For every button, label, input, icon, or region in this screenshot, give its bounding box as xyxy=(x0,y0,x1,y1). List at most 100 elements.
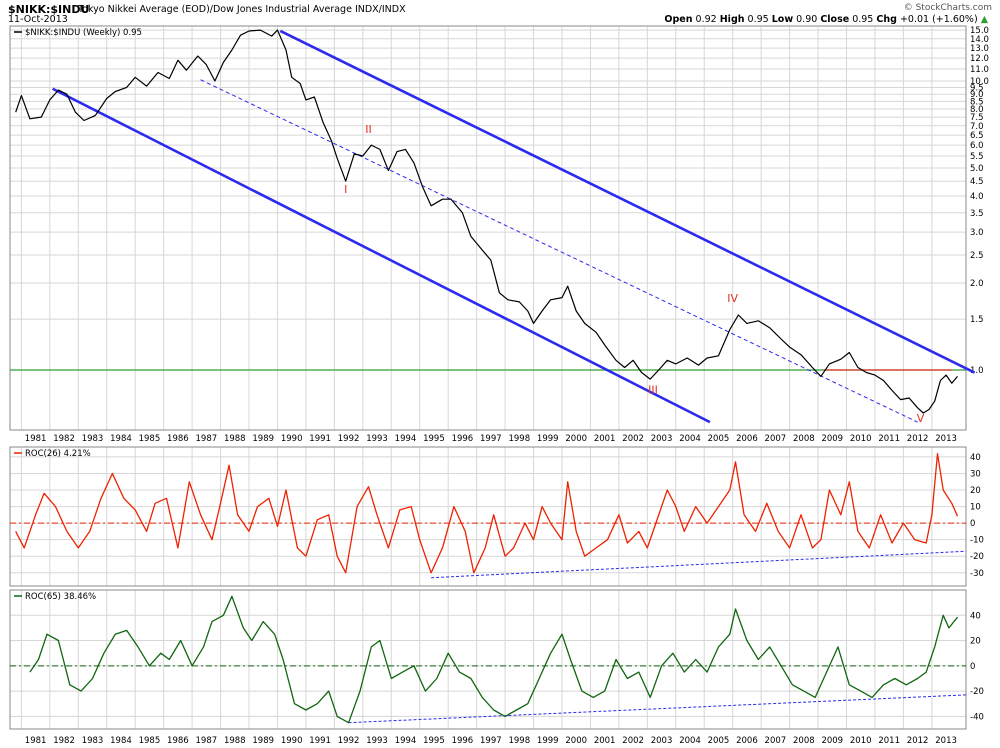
x-tick-label: 1987 xyxy=(196,736,218,746)
x-tick-label: 2004 xyxy=(679,736,701,746)
channel-line xyxy=(52,87,711,424)
x-tick-label: 1998 xyxy=(508,736,530,746)
x-tick-label: 1996 xyxy=(452,736,474,746)
y-tick-label: 2.0 xyxy=(970,279,984,289)
x-tick-label: 2010 xyxy=(850,434,872,444)
x-tick-label: 1983 xyxy=(82,736,104,746)
y-tick-label: 6.0 xyxy=(970,141,984,151)
x-axis-top: 1981 1982 1983 1984 1985 1986 1987 1988 1989 1990… xyxy=(25,434,957,444)
x-tick-label: 2005 xyxy=(708,736,730,746)
x-tick-label: 1993 xyxy=(366,736,388,746)
x-tick-label: 1989 xyxy=(252,434,274,444)
y-tick-label: 9.5 xyxy=(970,83,984,93)
y-tick-label: 8.0 xyxy=(970,105,984,115)
x-tick-label: 2009 xyxy=(821,736,843,746)
y-tick-label: 2.5 xyxy=(970,251,984,261)
y-tick-label: -10 xyxy=(970,536,984,546)
x-tick-label: 2003 xyxy=(651,736,673,746)
grid-panel-2 xyxy=(10,447,966,586)
x-tick-label: 1999 xyxy=(537,434,559,444)
y-tick-label: 9.0 xyxy=(970,90,984,100)
x-tick-label: 1993 xyxy=(366,434,388,444)
x-tick-label: 2001 xyxy=(594,434,616,444)
x-tick-label: 1994 xyxy=(395,434,417,444)
wave-label: I xyxy=(344,183,347,196)
x-tick-label: 2003 xyxy=(651,434,673,444)
y-tick-label: -20 xyxy=(970,552,984,562)
panel-1: 15.014.013.012.011.0 10.09.59.08.58.07.57… xyxy=(9,25,989,431)
y-tick-label: 3.0 xyxy=(970,228,984,238)
up-arrow-icon: ▲ xyxy=(980,14,988,25)
x-tick-label: 1990 xyxy=(281,736,303,746)
x-tick-label: 2011 xyxy=(878,434,900,444)
chg-value: +0.01 (+1.60%) xyxy=(899,14,978,25)
x-tick-label: 1988 xyxy=(224,736,246,746)
x-tick-label: 2000 xyxy=(565,434,587,444)
legend-label: ROC(26) 4.21% xyxy=(25,449,91,459)
y-tick-label: 10.0 xyxy=(970,77,989,87)
channel-line xyxy=(279,29,976,374)
series-line xyxy=(15,452,959,574)
y-tick-label: 10 xyxy=(970,503,981,513)
channel-midline xyxy=(200,79,918,423)
legend-label: $NIKK:$INDU (Weekly) 0.95 xyxy=(25,28,142,38)
x-axis-bottom: 1981 1982 1983 1984 1985 1986 1987 1988 1989 1990… xyxy=(25,736,957,746)
x-tick-label: 1982 xyxy=(53,736,75,746)
grid-panel-3 xyxy=(10,590,966,729)
y-tick-label: 6.5 xyxy=(970,131,984,141)
panel-3: 40 20 0 -20 -40 ROC(65) 38.46% xyxy=(9,589,984,730)
y-tick-label: 3.5 xyxy=(970,209,984,219)
x-tick-label: 2005 xyxy=(708,434,730,444)
panel-2: 40 30 20 10 0 -10 -20 -30 ROC(26) 4.21% xyxy=(9,446,984,587)
grid-panel-1 xyxy=(10,26,966,430)
trendline xyxy=(348,694,967,724)
x-tick-label: 1991 xyxy=(309,434,331,444)
y-tick-label: 1.5 xyxy=(970,315,984,325)
x-tick-label: 1981 xyxy=(25,736,47,746)
x-tick-label: 1992 xyxy=(338,434,360,444)
close-label: Close xyxy=(820,14,850,25)
x-tick-label: 1989 xyxy=(252,736,274,746)
panel-frame xyxy=(9,25,967,431)
y-tick-label: 0 xyxy=(970,662,975,672)
x-tick-label: 1997 xyxy=(480,736,502,746)
x-tick-label: 1983 xyxy=(82,434,104,444)
x-tick-label: 2007 xyxy=(765,736,787,746)
x-tick-label: 2010 xyxy=(850,736,872,746)
legend-label: ROC(65) 38.46% xyxy=(25,592,96,602)
y-tick-label: 14.0 xyxy=(970,35,989,45)
series-line xyxy=(15,29,958,414)
x-tick-label: 1995 xyxy=(423,434,445,444)
series-line xyxy=(29,595,959,724)
wave-label: IV xyxy=(727,292,738,305)
x-tick-label: 1987 xyxy=(196,434,218,444)
high-label: High xyxy=(719,14,745,25)
y-tick-label: 20 xyxy=(970,486,981,496)
x-tick-label: 1981 xyxy=(25,434,47,444)
x-tick-label: 1984 xyxy=(110,736,132,746)
y-tick-label: 40 xyxy=(970,453,981,463)
y-tick-label: -30 xyxy=(970,569,984,579)
open-value: 0.92 xyxy=(695,14,717,25)
wave-label: II xyxy=(365,123,372,136)
x-tick-label: 1994 xyxy=(395,736,417,746)
y-tick-label: -20 xyxy=(970,687,984,697)
y-tick-label: 12.0 xyxy=(970,54,989,64)
x-tick-label: 2004 xyxy=(679,434,701,444)
x-tick-label: 2007 xyxy=(765,434,787,444)
x-tick-label: 1992 xyxy=(338,736,360,746)
y-tick-label: 20 xyxy=(970,637,981,647)
x-tick-label: 2002 xyxy=(622,736,644,746)
x-tick-label: 2001 xyxy=(594,736,616,746)
x-tick-label: 2013 xyxy=(935,736,957,746)
open-label: Open xyxy=(664,14,693,25)
x-tick-label: 2009 xyxy=(821,434,843,444)
x-tick-label: 1982 xyxy=(53,434,75,444)
x-tick-label: 1995 xyxy=(423,736,445,746)
y-tick-label: 5.0 xyxy=(970,164,984,174)
low-value: 0.90 xyxy=(796,14,818,25)
trendline xyxy=(431,550,967,579)
x-tick-label: 1986 xyxy=(167,736,189,746)
y-tick-label: 8.5 xyxy=(970,97,984,107)
